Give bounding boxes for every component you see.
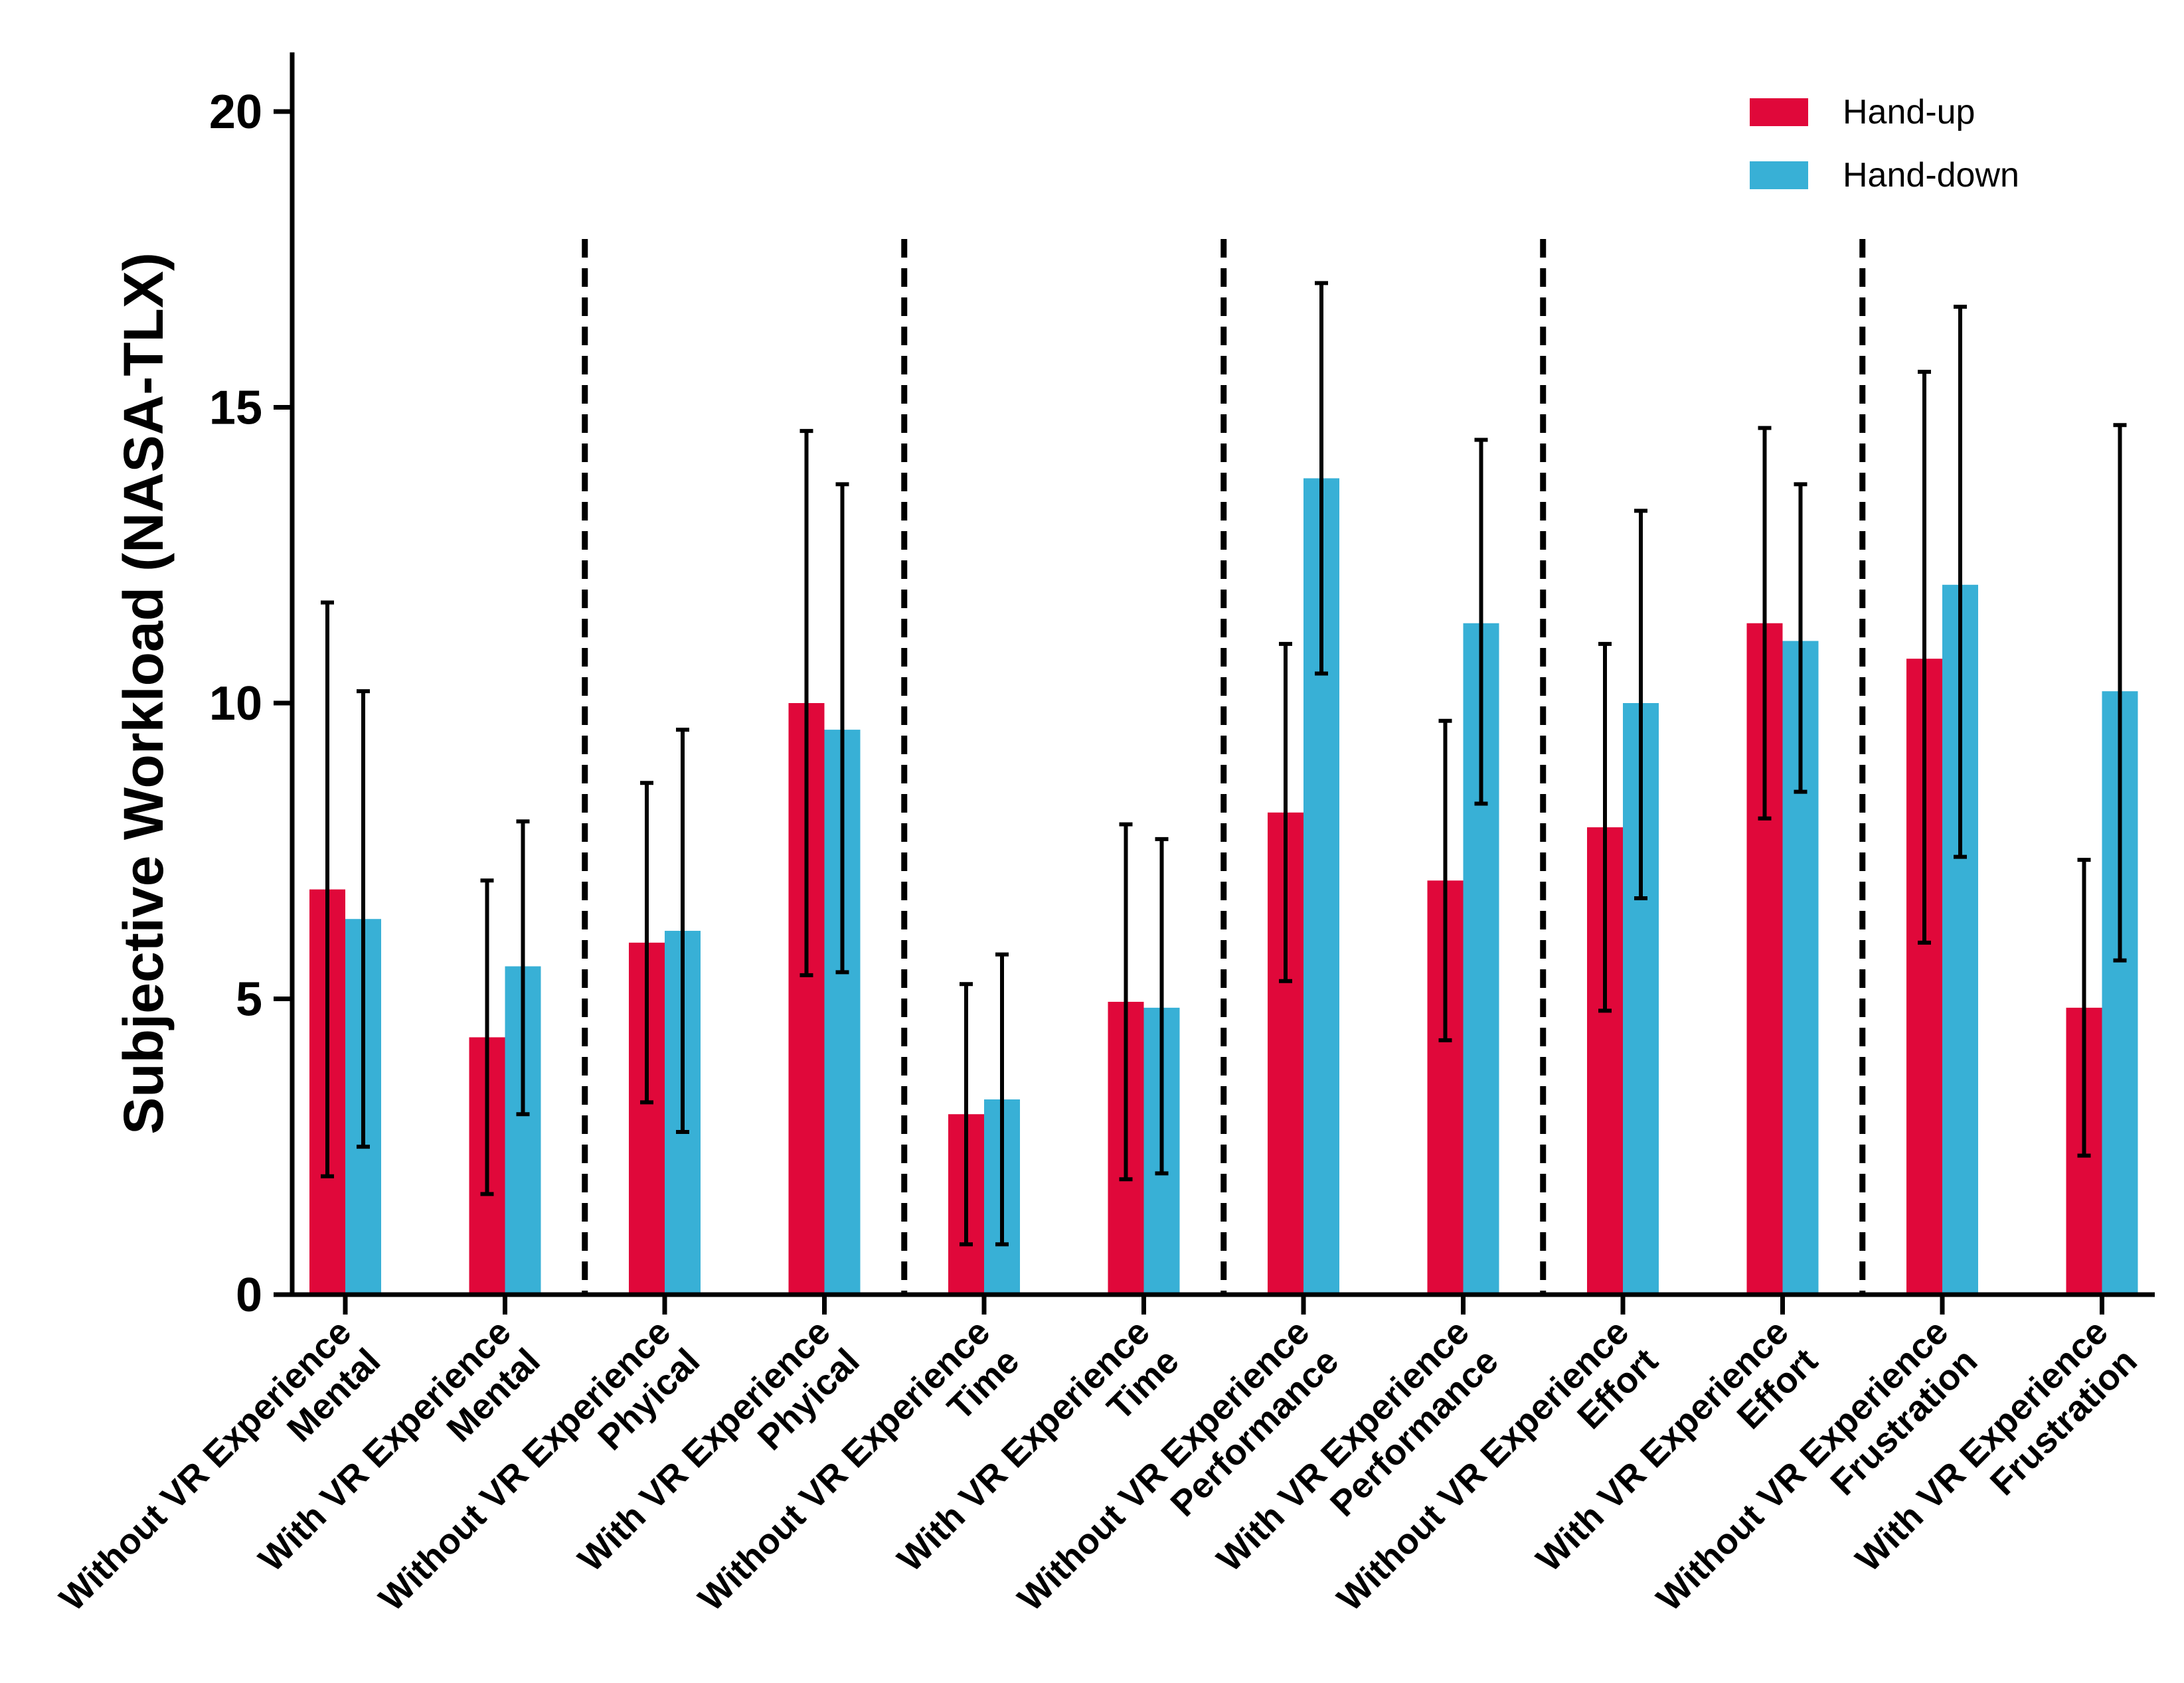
x-tick-label-line: Without VR Experience: [52, 1312, 359, 1619]
legend-swatch-hand-up: [1750, 98, 1808, 126]
y-axis-label: Subjective Workload (NASA-TLX): [112, 252, 175, 1135]
error-bars: [321, 281, 2127, 1247]
y-axis-ticks: 0 5 10 15 20: [209, 86, 292, 1322]
y-tick-label: 15: [209, 382, 262, 435]
legend-label-hand-down: Hand-down: [1843, 156, 2019, 195]
y-tick-label: 10: [209, 677, 262, 730]
legend-label-hand-up: Hand-up: [1843, 93, 1975, 131]
y-tick-label: 0: [236, 1269, 262, 1322]
axes: [290, 52, 2155, 1297]
y-tick-label: 20: [209, 86, 262, 139]
y-tick-label: 5: [236, 973, 262, 1026]
legend-swatch-hand-down: [1750, 161, 1808, 189]
legend: Hand-up Hand-down: [1750, 93, 2019, 195]
group-separators: [582, 239, 1866, 1295]
